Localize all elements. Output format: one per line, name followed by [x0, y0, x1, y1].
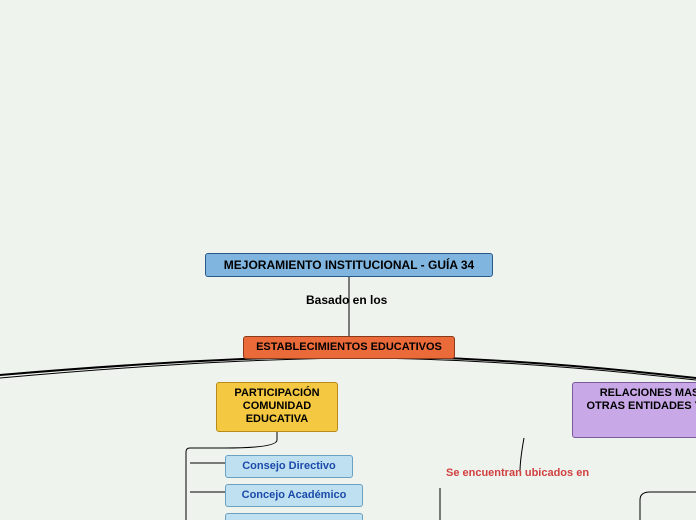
node-establecimientos[interactable]: ESTABLECIMIENTOS EDUCATIVOS	[243, 336, 455, 359]
node-root[interactable]: MEJORAMIENTO INSTITUCIONAL - GUÍA 34	[205, 253, 493, 277]
node-concejo-academico[interactable]: Concejo Académico	[225, 484, 363, 507]
label-se-encuentran: Se encuentran ubicados en	[446, 467, 589, 479]
node-partial[interactable]	[225, 513, 363, 520]
label-basado-en-los: Basado en los	[306, 293, 387, 307]
node-relaciones[interactable]: RELACIONES MAS DINAMICAS CON OTRAS ENTID…	[572, 382, 696, 438]
node-participacion[interactable]: PARTICIPACIÓN COMUNIDAD EDUCATIVA	[216, 382, 338, 432]
node-consejo-directivo[interactable]: Consejo Directivo	[225, 455, 353, 478]
